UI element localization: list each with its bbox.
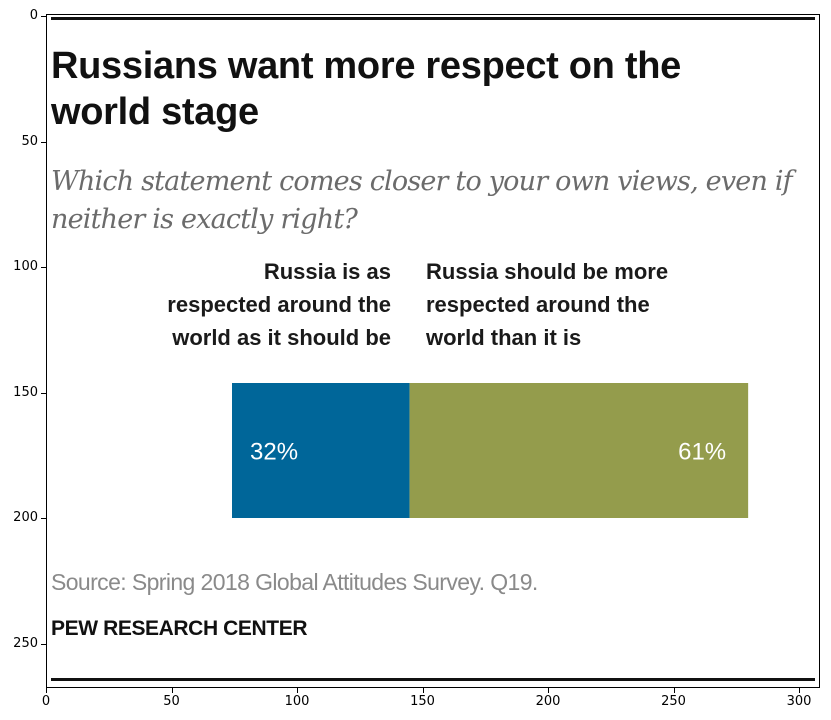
- bottom-rule: [51, 678, 815, 681]
- bar-segment-1: [232, 383, 410, 518]
- y-tick-label: 0: [29, 8, 38, 23]
- x-tick-label: 50: [163, 694, 180, 709]
- source-note: Source: Spring 2018 Global Attitudes Sur…: [51, 569, 538, 595]
- top-rule: [51, 17, 815, 20]
- y-tick-mark: [41, 518, 46, 519]
- x-tick-mark: [799, 688, 800, 693]
- x-tick-label: 100: [284, 694, 310, 709]
- x-tick-label: 300: [786, 694, 812, 709]
- y-tick-mark: [41, 16, 46, 17]
- x-tick-mark: [422, 688, 424, 693]
- x-tick-mark: [46, 688, 47, 693]
- image-frame: Russians want more respect on the world …: [46, 14, 820, 688]
- y-tick-mark: [41, 141, 46, 143]
- x-tick-label: 250: [661, 694, 686, 709]
- x-tick-label: 150: [410, 694, 435, 709]
- y-tick-label: 200: [13, 510, 38, 525]
- x-tick-mark: [548, 688, 549, 693]
- x-tick-label: 200: [535, 694, 561, 709]
- stacked-bar-chart: 32% 61%: [232, 383, 749, 518]
- x-tick-mark: [673, 688, 675, 693]
- chart-subtitle: Which statement comes closer to your own…: [51, 166, 793, 235]
- y-tick-mark: [41, 267, 46, 268]
- y-tick-label: 50: [21, 133, 38, 149]
- chart-title: Russians want more respect on the world …: [51, 45, 681, 133]
- y-tick-mark: [41, 392, 46, 394]
- x-tick-mark: [297, 688, 298, 693]
- y-tick-label: 100: [13, 259, 38, 274]
- data-label-1: 32%: [250, 439, 298, 466]
- x-tick-label: 0: [41, 694, 51, 709]
- y-tick-label: 250: [13, 635, 38, 651]
- y-tick-label: 150: [13, 384, 38, 400]
- category-label-left: Russia is as respected around the world …: [167, 259, 391, 350]
- x-tick-mark: [171, 688, 173, 693]
- y-tick-mark: [41, 643, 46, 645]
- brand-logo-text: PEW RESEARCH CENTER: [51, 617, 308, 640]
- bar-segment-2: [409, 383, 749, 518]
- data-label-2: 61%: [678, 439, 726, 466]
- category-label-right: Russia should be more respected around t…: [426, 259, 669, 350]
